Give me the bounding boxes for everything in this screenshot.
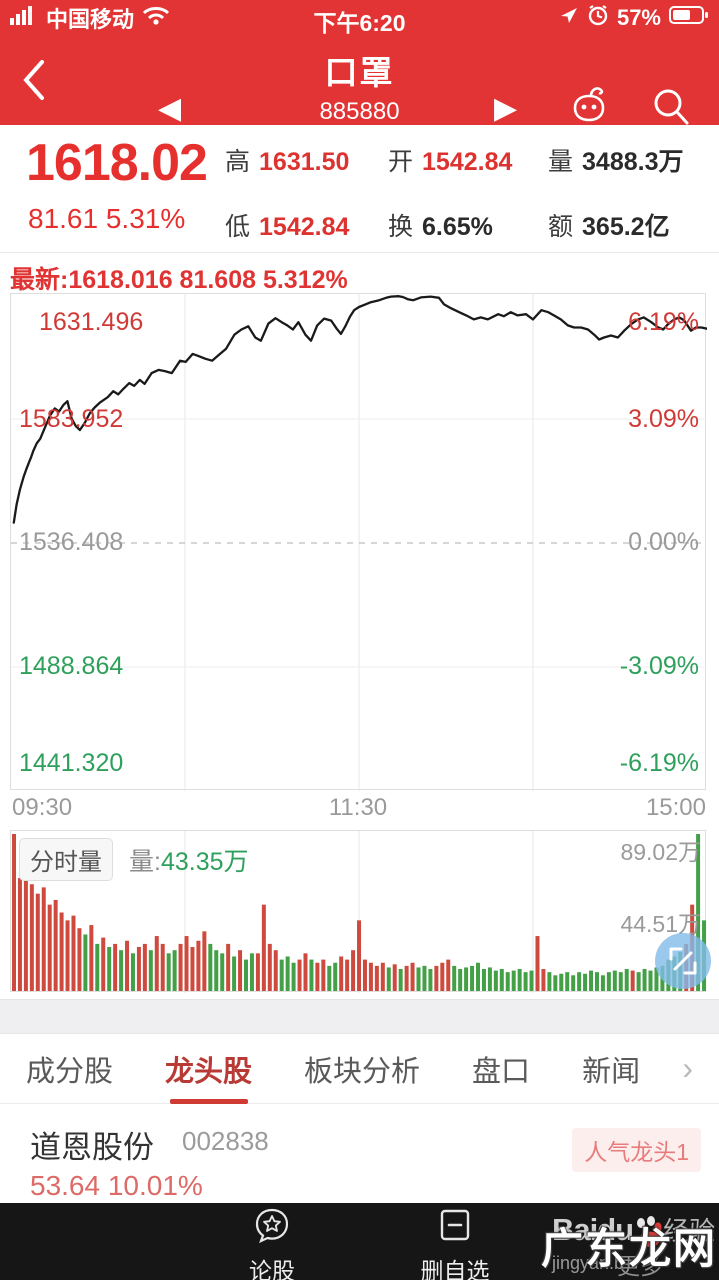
clock-time: 下午6:20	[313, 10, 406, 36]
tab-leading-stocks[interactable]: 龙头股	[165, 1034, 252, 1104]
bottom-nav-discuss[interactable]: 论股	[212, 1207, 332, 1280]
stat-volume: 量 3488.3万	[548, 148, 684, 176]
y-label-down1: 1488.864	[19, 652, 124, 680]
volume-legend: 量:43.35万	[129, 848, 249, 876]
tab-news[interactable]: 新闻	[582, 1055, 641, 1088]
current-price: 1618.02	[26, 134, 208, 192]
tick-1500: 15:00	[645, 794, 706, 821]
stock-name: 道恩股份	[30, 1130, 154, 1165]
baidu-paw-icon	[631, 1216, 665, 1255]
status-bar: 中国移动 下午6:20 57%	[0, 0, 719, 36]
bottom-nav-bar: 论股 删自选 更多 Baidu 经验 jingyan.b 广东龙网	[0, 1203, 719, 1280]
search-icon[interactable]	[648, 84, 694, 135]
stock-list-item[interactable]: 道恩股份 002838 53.64 10.01% 人气龙头1	[0, 1104, 719, 1203]
price-polyline	[12, 295, 707, 524]
price-change: 81.61 5.31%	[28, 203, 186, 234]
volume-chart[interactable]: 分时量 量:43.35万 89.02万 44.51万	[10, 830, 711, 993]
tab-sector-analysis[interactable]: 板块分析	[304, 1055, 421, 1088]
bottom-nav-label: 论股	[249, 1258, 295, 1280]
stat-low: 低 1542.84	[225, 213, 350, 241]
nav-bar: ◀ 口罩 885880 ▶	[0, 36, 719, 125]
volume-ymax-label: 89.02万	[620, 839, 701, 865]
carrier-label: 中国移动	[46, 7, 135, 32]
y-label-base: 1536.408	[19, 528, 124, 556]
stock-code: 002838	[182, 1126, 269, 1156]
pct-label-up1: 3.09%	[628, 405, 699, 433]
y-label-low: 1441.320	[19, 749, 124, 777]
price-line-svg	[11, 294, 707, 791]
back-button[interactable]	[18, 56, 48, 109]
tab-bar: 成分股 龙头股 板块分析 盘口 新闻 ›	[0, 1034, 719, 1104]
stock-code-title: 885880	[319, 98, 400, 125]
pct-label-zero: 0.00%	[628, 528, 699, 556]
signal-icon	[10, 5, 38, 31]
bottom-nav-remove-watchlist[interactable]: 删自选	[395, 1207, 515, 1280]
pct-label-down1: -3.09%	[619, 652, 699, 680]
tabs-more-chevron-icon[interactable]: ›	[682, 1050, 693, 1086]
stock-price-change: 53.64 10.01%	[30, 1170, 203, 1201]
bottom-nav-more[interactable]: 更多	[580, 1207, 700, 1280]
pct-label-high: 6.19%	[628, 308, 699, 336]
wifi-icon	[142, 5, 170, 31]
alarm-clock-icon	[587, 4, 609, 32]
y-label-high: 1631.496	[39, 308, 144, 336]
page-title: 口罩 885880	[0, 46, 719, 126]
tab-order-book[interactable]: 盘口	[472, 1055, 531, 1088]
stat-high: 高 1631.50	[225, 148, 350, 176]
discuss-bubble-star-icon	[253, 1207, 291, 1250]
intraday-chart[interactable]: 1631.496 1583.952 1536.408 1488.864 1441…	[10, 293, 707, 791]
stat-turnover-rate: 换 6.65%	[388, 213, 493, 241]
section-divider	[0, 999, 719, 1034]
volume-ymid-label: 44.51万	[620, 911, 701, 937]
baidu-url-watermark: jingyan.b	[552, 1253, 625, 1274]
tick-1130: 11:30	[328, 794, 388, 821]
volume-chip[interactable]: 分时量	[19, 838, 113, 881]
volume-value: 43.35万	[160, 848, 249, 876]
volume-bars-group	[12, 834, 707, 991]
tab-constituents[interactable]: 成分股	[26, 1055, 114, 1088]
latest-quote-line: 最新:1618.016 81.608 5.312%	[10, 266, 348, 294]
stat-open: 开 1542.84	[388, 148, 513, 176]
next-stock-button[interactable]: ▶	[494, 92, 518, 125]
minus-square-icon	[436, 1207, 474, 1250]
y-label-up1: 1583.952	[19, 405, 124, 433]
location-arrow-icon	[559, 5, 579, 31]
battery-icon	[669, 5, 709, 31]
active-tab-underline	[169, 1098, 248, 1104]
bottom-nav-label: 删自选	[420, 1258, 490, 1280]
tick-0930: 09:30	[12, 794, 73, 821]
time-axis: 09:30 11:30 15:00	[10, 794, 706, 826]
robot-assistant-icon[interactable]	[563, 84, 615, 133]
stock-name-title: 口罩	[324, 54, 395, 91]
volume-bars-svg	[12, 831, 707, 993]
baidu-jingyan-watermark: Baidu 经验 jingyan.b	[552, 1212, 716, 1274]
stat-amount: 额 365.2亿	[548, 213, 670, 241]
pct-label-low: -6.19%	[619, 749, 699, 777]
expand-chart-button[interactable]	[655, 933, 711, 989]
bottom-nav-label: 更多	[617, 1253, 663, 1279]
popularity-badge: 人气龙头1	[572, 1128, 701, 1172]
battery-percent: 57%	[616, 5, 661, 30]
prev-stock-button[interactable]: ◀	[158, 92, 182, 125]
site-watermark: 广东龙网	[540, 1225, 717, 1272]
